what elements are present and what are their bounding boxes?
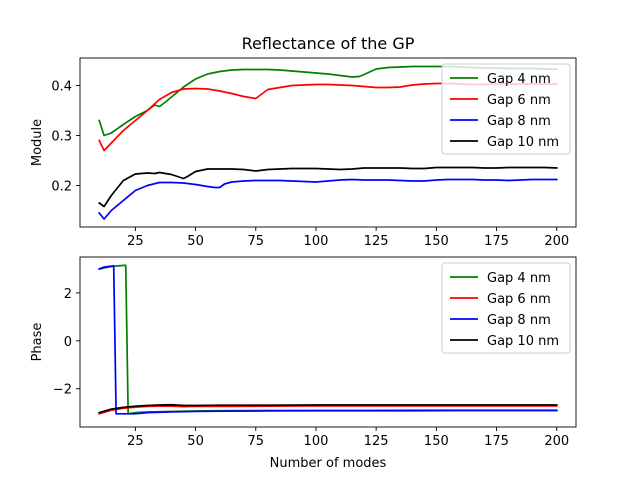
phase-plot-frame [79, 256, 577, 428]
module-legend-label-1: Gap 4 nm [487, 72, 551, 87]
module-legend-box [441, 63, 571, 155]
module-y-tick-label: 0.4 [51, 80, 72, 95]
phase-legend-label-1: Gap 4 nm [487, 271, 551, 286]
phase-legend-label-3: Gap 8 nm [487, 313, 551, 328]
module-series-line-3 [98, 178, 558, 220]
phase-legend-box [441, 262, 571, 354]
module-x-tick-label: 125 [364, 234, 389, 249]
module-chart: 25 50 75 100 125 150 175 200 0.2 0.3 0.4 Reflectanc… [30, 34, 577, 249]
module-chart-title: Reflectance of the GP [242, 34, 415, 53]
phase-chart: 25 50 75 100 125 150 175 200 −2 0 2 Phase Number of … [30, 256, 577, 471]
module-y-tick-label: 0.2 [51, 180, 72, 195]
phase-x-tick-label: 125 [364, 434, 389, 449]
module-x-tick-label: 25 [127, 234, 144, 249]
phase-y-tick-label: 2 [64, 287, 72, 302]
module-legend-label-3: Gap 8 nm [487, 114, 551, 129]
module-x-tick-label: 150 [424, 234, 449, 249]
phase-x-tick-label: 175 [484, 434, 509, 449]
phase-legend: Gap 4 nm Gap 6 nm Gap 8 nm Gap 10 nm [441, 262, 571, 354]
phase-x-axis-label: Number of modes [270, 456, 387, 471]
phase-x-tick-label: 25 [127, 434, 144, 449]
module-legend: Gap 4 nm Gap 6 nm Gap 8 nm Gap 10 nm [441, 63, 571, 155]
phase-y-tick-label: −2 [53, 383, 72, 398]
phase-x-tick-label: 75 [247, 434, 264, 449]
phase-legend-label-4: Gap 10 nm [487, 334, 559, 349]
phase-x-tick-label: 50 [187, 434, 204, 449]
phase-y-axis-label: Phase [30, 323, 45, 362]
module-y-tick-label: 0.3 [51, 130, 72, 145]
module-x-tick-label: 75 [247, 234, 264, 249]
phase-legend-label-2: Gap 6 nm [487, 292, 551, 307]
phase-series-line-2 [98, 405, 558, 415]
phase-x-tick-label: 150 [424, 434, 449, 449]
phase-series-line-4 [98, 403, 558, 414]
module-y-axis-label: Module [30, 119, 45, 166]
phase-x-tick-label: 100 [304, 434, 329, 449]
module-x-tick-label: 100 [304, 234, 329, 249]
module-x-tick-label: 200 [544, 234, 569, 249]
module-plot-frame [79, 57, 577, 228]
module-series-line-4 [98, 166, 558, 208]
phase-x-tick-label: 200 [544, 434, 569, 449]
module-x-tick-label: 50 [187, 234, 204, 249]
module-x-tick-label: 175 [484, 234, 509, 249]
module-legend-label-4: Gap 10 nm [487, 135, 559, 150]
phase-y-tick-label: 0 [64, 335, 72, 350]
module-legend-label-2: Gap 6 nm [487, 93, 551, 108]
phase-series-line-3 [98, 265, 558, 415]
